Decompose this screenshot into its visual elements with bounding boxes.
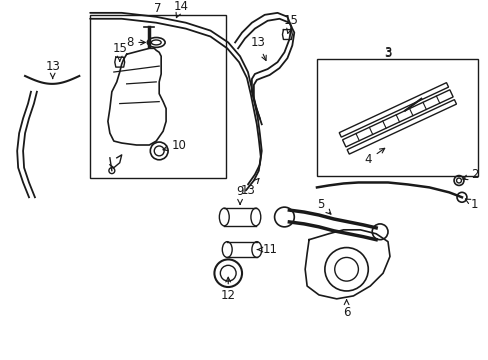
Text: 11: 11: [257, 243, 278, 256]
Text: 15: 15: [284, 14, 298, 33]
Text: 9: 9: [236, 185, 244, 204]
Text: 3: 3: [383, 46, 390, 59]
Text: 13: 13: [250, 36, 265, 60]
Text: 13: 13: [240, 179, 259, 197]
Text: 10: 10: [163, 139, 186, 152]
Text: 13: 13: [45, 60, 60, 78]
Text: 15: 15: [112, 42, 127, 61]
Text: 4: 4: [364, 148, 384, 166]
Text: 1: 1: [465, 198, 478, 211]
Bar: [90, 15, 226, 177]
Text: 7: 7: [154, 3, 162, 15]
Text: 3: 3: [383, 47, 390, 60]
Text: 2: 2: [462, 168, 478, 181]
Text: 5: 5: [317, 198, 330, 214]
Text: 8: 8: [126, 36, 145, 49]
Text: 14: 14: [173, 0, 188, 18]
Text: 12: 12: [220, 277, 235, 302]
Bar: [316, 59, 477, 176]
Text: 6: 6: [342, 300, 349, 319]
